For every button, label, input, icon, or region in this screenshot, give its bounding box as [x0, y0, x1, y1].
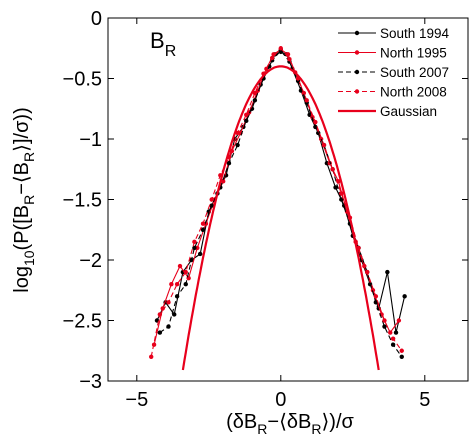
series-line-2 — [159, 49, 403, 358]
series-line-0 — [156, 51, 406, 333]
data-point — [339, 197, 344, 202]
data-point — [183, 269, 188, 275]
data-point — [373, 300, 379, 305]
data-point — [385, 269, 390, 275]
data-point — [235, 130, 240, 136]
data-point — [174, 282, 180, 287]
y-tick-label: −2 — [79, 250, 102, 272]
x-axis-title: (δBR−⟨δBR⟩)/σ — [226, 411, 354, 437]
y-axis-title: log10(P([BR−⟨BR⟩]/σ)) — [11, 107, 37, 293]
y-tick-label: −0.5 — [63, 69, 102, 91]
data-point — [200, 227, 206, 232]
data-point — [399, 354, 404, 359]
data-point — [313, 124, 318, 130]
legend-marker — [354, 30, 360, 36]
data-point — [390, 336, 396, 341]
legend: South 1994 North 1995 South 2007 North 2008… — [338, 26, 450, 119]
data-point — [166, 324, 171, 329]
data-point — [373, 294, 379, 299]
series-group — [149, 46, 407, 371]
legend-label: South 2007 — [380, 65, 449, 80]
axis-ticks — [108, 17, 468, 382]
legend-label: Gaussian — [380, 104, 437, 119]
x-tick-label: −5 — [125, 389, 148, 411]
y-tick-label: −1.5 — [63, 190, 102, 212]
data-point — [226, 161, 232, 166]
legend-label: South 1994 — [380, 26, 450, 41]
panel-label: BR — [150, 28, 176, 60]
data-point — [304, 98, 309, 103]
data-point — [382, 318, 387, 323]
data-point — [177, 263, 183, 269]
data-point — [172, 312, 177, 317]
data-point — [229, 148, 235, 154]
data-point — [235, 142, 240, 148]
data-point — [174, 294, 180, 299]
data-point — [390, 342, 396, 347]
data-point — [252, 90, 258, 96]
data-point — [157, 312, 163, 317]
legend-label: North 2008 — [380, 85, 447, 100]
axis-tick-labels: −5 0 5 0 −0.5 −1 −1.5 −2 −2.5 −3 — [63, 8, 431, 411]
series-line-1 — [153, 48, 400, 345]
x-tick-label: 5 — [419, 389, 430, 411]
data-point — [396, 318, 402, 323]
data-point — [339, 191, 344, 196]
data-point — [321, 142, 327, 148]
data-point — [192, 239, 197, 245]
data-point — [209, 203, 214, 208]
legend-marker — [354, 69, 360, 75]
plot-area — [149, 46, 407, 371]
series-line-3 — [150, 47, 403, 357]
series-line-4 — [181, 65, 380, 371]
data-point — [402, 294, 407, 299]
data-point — [313, 119, 318, 125]
data-point — [269, 55, 275, 61]
y-tick-label: −1 — [79, 129, 102, 151]
data-point — [244, 112, 249, 118]
data-point — [169, 282, 174, 287]
data-point — [221, 179, 226, 184]
y-tick-label: 0 — [91, 8, 102, 30]
data-point — [333, 185, 338, 190]
data-point — [365, 269, 370, 275]
data-point — [149, 354, 154, 359]
data-point — [399, 348, 404, 353]
data-point — [393, 330, 399, 335]
data-point — [157, 330, 163, 335]
data-point — [192, 245, 197, 251]
data-point — [197, 251, 203, 257]
data-point — [166, 300, 171, 305]
data-point — [278, 46, 283, 51]
data-point — [370, 288, 376, 293]
legend-marker — [354, 50, 360, 55]
y-tick-label: −2.5 — [63, 311, 102, 333]
data-point — [252, 98, 258, 103]
panel-label-sub: R — [165, 43, 177, 60]
panel-label-main: B — [150, 28, 165, 53]
data-point — [330, 167, 335, 172]
data-point — [287, 56, 292, 62]
y-tick-label: −3 — [79, 371, 102, 393]
legend-marker — [354, 89, 360, 94]
data-point — [382, 324, 387, 329]
legend-label: North 1995 — [380, 46, 447, 61]
data-point — [200, 221, 206, 226]
data-point — [209, 197, 214, 202]
x-tick-label: 0 — [275, 389, 286, 411]
data-point — [183, 282, 188, 287]
data-point — [244, 118, 249, 124]
